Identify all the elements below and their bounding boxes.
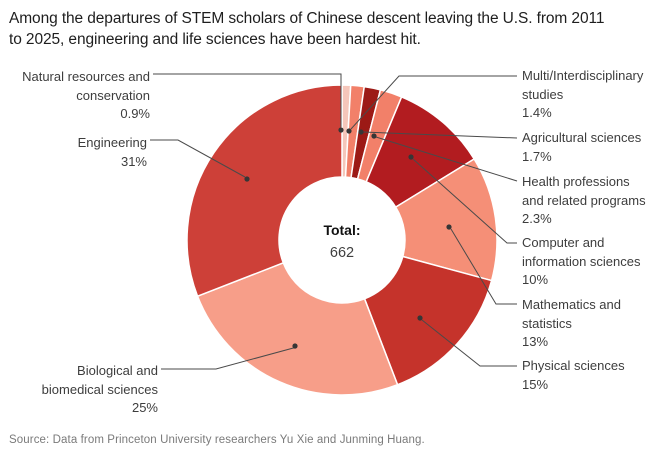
chart-title-line: to 2025, engineering and life sciences h… — [9, 31, 421, 49]
leader-lines — [150, 73, 518, 370]
callout-label-line: Physical sciences — [522, 358, 625, 373]
leader-line-agricultural — [362, 131, 518, 139]
callout-label-line: biomedical sciences — [41, 381, 158, 397]
callout-physical: Physical sciences 15% — [522, 357, 625, 394]
callout-pct: 2.3% — [522, 211, 552, 226]
callout-multi-interdisciplinary: Multi/Interdisciplinary studies 1.4% — [522, 67, 643, 123]
callout-label-line: studies — [522, 86, 564, 102]
leader-dot-health — [371, 133, 377, 139]
donut-hole — [279, 177, 405, 303]
leader-dot-agricultural — [358, 129, 364, 135]
leader-line-multi-interdisciplinary — [350, 75, 517, 130]
callout-math: Mathematics and statistics 13% — [522, 296, 621, 352]
callout-label-line: Natural resources and — [22, 69, 150, 84]
chart-title: Among the departures of STEM scholars of… — [9, 8, 631, 51]
leader-line-natural-resources — [153, 73, 342, 127]
donut-center-text: Total: 662 — [272, 220, 412, 263]
total-label: Total: — [323, 222, 361, 238]
callout-label-line: Engineering — [77, 135, 147, 150]
leader-dot-multi-interdisciplinary — [346, 128, 352, 134]
source-note: Source: Data from Princeton University r… — [9, 434, 425, 446]
callout-label-line: Mathematics and — [522, 297, 621, 312]
leader-line-health — [375, 136, 518, 182]
chart-title-line: Among the departures of STEM scholars of… — [9, 10, 605, 27]
callout-pct: 25% — [131, 400, 158, 415]
callout-computer: Computer and information sciences 10% — [522, 234, 641, 290]
callout-biological: Biological and biomedical sciences 25% — [42, 362, 158, 418]
callout-label-line: Multi/Interdisciplinary — [522, 68, 644, 83]
leader-dot-engineering — [244, 176, 250, 182]
callout-pct: 13% — [522, 334, 549, 349]
total-value: 662 — [329, 245, 355, 261]
leader-line-math — [450, 228, 517, 305]
leader-dot-computer — [408, 154, 414, 160]
callout-label-line: Computer and — [522, 235, 605, 250]
callout-label-line: Agricultural sciences — [522, 130, 642, 145]
callout-health: Health professions and related programs 2.… — [522, 173, 646, 229]
callout-pct: 31% — [120, 153, 147, 169]
leader-line-physical — [421, 319, 517, 367]
leader-line-engineering — [150, 139, 246, 178]
callout-natural-resources: Natural resources and conservation 0.9% — [22, 68, 150, 124]
callout-pct: 10% — [522, 272, 549, 287]
callout-label-line: conservation — [76, 87, 150, 103]
leader-dot-biological — [292, 343, 298, 349]
pie-slices — [186, 84, 498, 396]
callout-agricultural: Agricultural sciences 1.7% — [522, 129, 641, 166]
callout-pct: 1.4% — [522, 105, 552, 120]
callout-pct: 1.7% — [522, 148, 552, 164]
leader-dot-math — [446, 224, 452, 230]
callout-label-line: and related programs — [522, 192, 646, 208]
leader-dot-physical — [417, 315, 423, 321]
callout-pct: 15% — [522, 376, 549, 392]
callout-label-line: Biological and — [77, 363, 158, 378]
callout-label-line: information sciences — [522, 253, 641, 269]
callout-label-line: Health professions — [522, 174, 630, 189]
leader-line-biological — [161, 346, 298, 370]
leader-dot-natural-resources — [338, 127, 344, 133]
callout-pct: 0.9% — [120, 106, 150, 121]
callout-engineering: Engineering 31% — [78, 134, 147, 171]
callout-label-line: statistics — [522, 315, 572, 331]
leader-line-computer — [412, 158, 517, 244]
